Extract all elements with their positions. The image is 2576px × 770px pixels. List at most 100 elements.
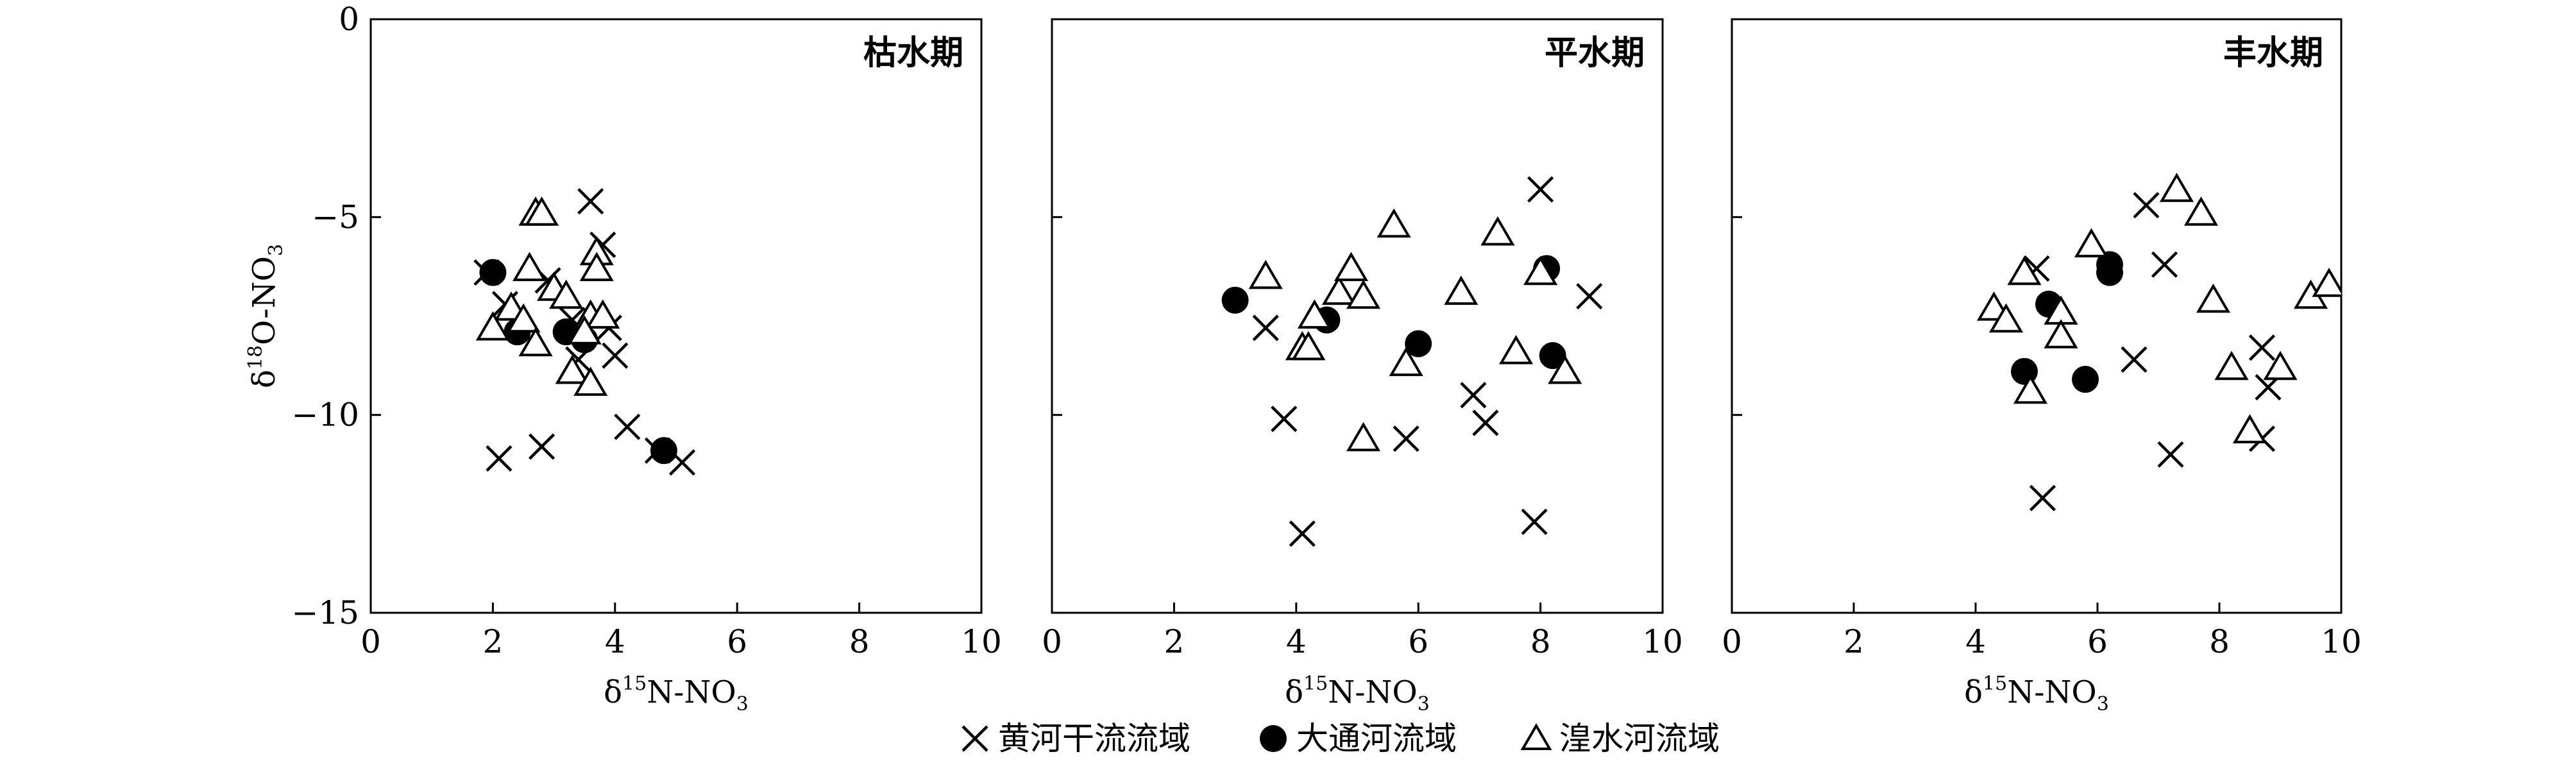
data-point-triangle (1321, 275, 1357, 305)
data-point-triangle (2232, 414, 2267, 443)
data-point-dot (1405, 330, 1432, 357)
data-point-triangle (1346, 279, 1381, 309)
x-tick-label: 8 (1530, 623, 1551, 660)
data-point-triangle (1291, 330, 1326, 361)
data-point-cross (2151, 251, 2178, 278)
data-point-triangle (2183, 196, 2219, 226)
data-point-dot (1221, 286, 1249, 314)
legend-label: 黄河干流流域 (998, 720, 1191, 757)
data-point-triangle (2196, 283, 2231, 313)
data-point-cross (1472, 409, 1499, 436)
scatter-panel-3: 0 2 4 6 8 10 丰水期 δ15N-NO3 (1722, 18, 2362, 715)
data-point-dot (650, 437, 677, 465)
x-axis-label: δ15N-NO3 (1285, 672, 1430, 715)
data-point-triangle (1248, 259, 1283, 289)
data-point-triangle (1498, 335, 1534, 364)
data-point-cross (1521, 508, 1548, 535)
x-tick-label: 0 (360, 623, 381, 660)
x-tick-label: 0 (1722, 623, 1742, 660)
data-point-triangle (2044, 319, 2078, 348)
data-point-cross (614, 413, 641, 440)
data-point-cross (2121, 346, 2148, 373)
scatter-panel-1: 0 2 4 6 8 10 0 −5 −10 −15 枯水期 δ15N-NO3 δ18O-NO3 (244, 1, 1002, 715)
data-point-triangle (1377, 208, 1411, 238)
data-point-triangle (1346, 422, 1381, 452)
data-point-triangle (579, 252, 614, 282)
data-point-triangle (506, 303, 541, 333)
x-tick-label: 4 (1965, 623, 1986, 660)
data-points (473, 188, 696, 476)
data-point-cross (528, 433, 555, 460)
plot-frame (1731, 18, 2343, 614)
data-point-triangle (2013, 374, 2048, 404)
data-point-cross (1271, 406, 1298, 432)
data-point-triangle (2074, 228, 2109, 258)
data-point-triangle (549, 279, 584, 309)
data-point-cross (602, 342, 629, 369)
data-point-triangle (2214, 350, 2249, 381)
data-point-triangle (567, 315, 602, 345)
data-point-cross (2029, 484, 2056, 511)
plot-frame (1051, 18, 1664, 614)
data-point-dot (2096, 259, 2123, 286)
x-axis-label: δ15N-NO3 (1964, 672, 2109, 715)
x-axis-label: δ15N-NO3 (604, 672, 749, 715)
data-point-triangle (2263, 350, 2298, 381)
data-point-triangle (1444, 275, 1479, 305)
data-point-cross (2248, 334, 2276, 361)
x-tick-label: 2 (1843, 623, 1864, 660)
x-tick-label: 6 (1408, 623, 1428, 660)
data-point-cross (486, 445, 513, 472)
dot-marker-icon (1260, 725, 1287, 752)
data-point-triangle (518, 327, 553, 357)
y-tick-label: −10 (291, 397, 359, 434)
data-point-triangle (2312, 268, 2341, 297)
plot-frame (369, 18, 983, 614)
data-point-cross (2133, 192, 2160, 219)
data-point-triangle (1480, 216, 1515, 246)
x-tick-label: 4 (1286, 623, 1307, 660)
data-point-cross (1252, 314, 1279, 341)
legend: 黄河干流流域 大通河流域 湟水河流域 (962, 720, 1720, 757)
panel-title: 丰水期 (2223, 34, 2323, 73)
legend-item-dot: 大通河流域 (1260, 720, 1457, 757)
panel-title: 平水期 (1545, 34, 1645, 73)
data-point-triangle (1334, 252, 1369, 282)
x-tick-label: 8 (2209, 623, 2230, 660)
y-tick-label: −5 (312, 198, 359, 235)
data-point-triangle (524, 196, 559, 226)
data-point-cross (1289, 520, 1316, 547)
data-point-cross (1527, 176, 1554, 203)
x-tick-label: 4 (605, 623, 625, 660)
data-point-triangle (573, 366, 608, 396)
data-point-dot (2072, 366, 2099, 393)
data-point-triangle (1297, 299, 1332, 329)
x-tick-label: 10 (1642, 623, 1683, 660)
y-tick-label: −15 (291, 594, 359, 631)
triangle-marker-icon (1520, 723, 1552, 750)
legend-label: 大通河流域 (1296, 720, 1457, 757)
data-point-cross (1393, 425, 1419, 452)
data-point-triangle (512, 252, 547, 282)
x-tick-label: 2 (1164, 623, 1184, 660)
data-point-triangle (555, 354, 589, 384)
data-point-triangle (1548, 354, 1582, 384)
data-point-triangle (1523, 255, 1558, 286)
legend-label: 湟水河流域 (1559, 720, 1720, 757)
data-points (1221, 176, 1603, 547)
data-point-triangle (2159, 173, 2194, 202)
data-point-cross (1460, 382, 1487, 409)
legend-item-cross: 黄河干流流域 (962, 720, 1191, 757)
data-points (1976, 173, 2341, 511)
data-point-triangle (1988, 303, 2024, 333)
x-tick-label: 10 (2321, 623, 2362, 660)
data-point-dot (479, 259, 507, 286)
panel-title: 枯水期 (863, 34, 963, 73)
data-point-triangle (2007, 255, 2042, 286)
data-point-cross (1576, 283, 1603, 310)
cross-marker-icon (962, 725, 988, 752)
data-point-cross (577, 188, 604, 215)
legend-item-triangle: 湟水河流域 (1520, 720, 1720, 757)
x-tick-label: 6 (2087, 623, 2108, 660)
